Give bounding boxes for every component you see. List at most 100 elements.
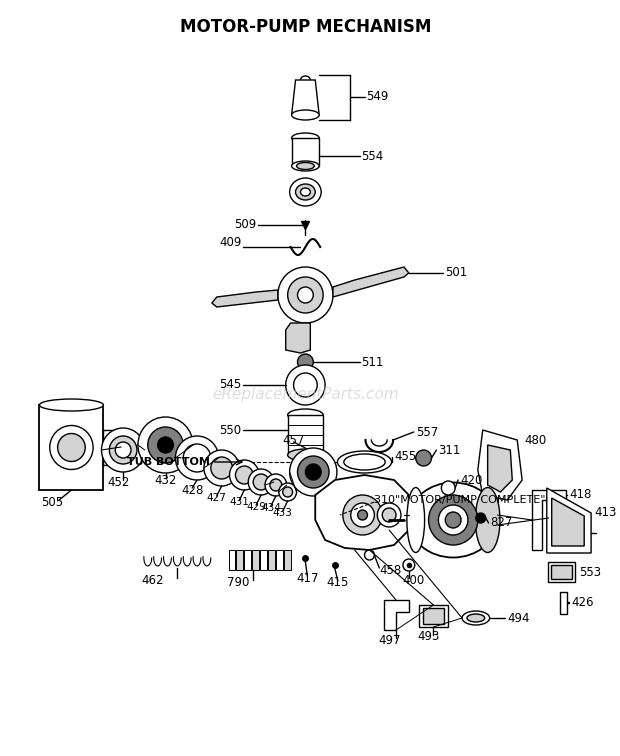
Circle shape [428, 495, 478, 545]
Ellipse shape [288, 449, 323, 461]
Text: 431: 431 [229, 497, 249, 507]
Circle shape [298, 287, 313, 303]
Text: 790: 790 [227, 575, 250, 588]
Bar [291, 138, 319, 166]
Text: 462: 462 [141, 574, 164, 587]
Circle shape [229, 460, 259, 490]
Circle shape [343, 495, 383, 535]
Circle shape [438, 505, 468, 535]
Text: eReplacementParts.com: eReplacementParts.com [212, 388, 399, 402]
Text: 494: 494 [507, 612, 530, 624]
Circle shape [138, 417, 193, 473]
Bar [551, 565, 572, 579]
Ellipse shape [407, 488, 425, 553]
Text: 426: 426 [572, 596, 594, 609]
Bar [40, 405, 104, 490]
Circle shape [283, 487, 293, 497]
Bar [423, 608, 445, 624]
Circle shape [270, 479, 281, 491]
Circle shape [383, 508, 396, 522]
Ellipse shape [291, 110, 319, 120]
Ellipse shape [467, 614, 485, 622]
Text: 417: 417 [296, 572, 319, 584]
Circle shape [148, 427, 184, 463]
Text: 457: 457 [282, 433, 305, 447]
Text: 827: 827 [490, 516, 513, 529]
Circle shape [50, 426, 93, 469]
Bar [344, 485, 385, 513]
Circle shape [294, 373, 317, 397]
Ellipse shape [344, 506, 385, 520]
Polygon shape [488, 445, 512, 492]
Text: 493: 493 [417, 631, 440, 643]
Text: 428: 428 [181, 484, 203, 497]
Text: 433: 433 [273, 508, 293, 518]
Circle shape [184, 444, 211, 472]
Ellipse shape [462, 611, 490, 625]
Polygon shape [291, 80, 319, 115]
Circle shape [416, 450, 432, 466]
Circle shape [445, 512, 461, 528]
Text: 554: 554 [361, 150, 384, 163]
Ellipse shape [296, 163, 314, 169]
Polygon shape [552, 498, 584, 546]
Text: 310"MOTOR/PUMP COMPLETE": 310"MOTOR/PUMP COMPLETE" [374, 495, 546, 505]
Ellipse shape [351, 509, 378, 518]
Ellipse shape [291, 161, 319, 171]
Circle shape [157, 437, 174, 453]
Text: 545: 545 [219, 379, 241, 392]
Text: TUB BOTTOM: TUB BOTTOM [127, 457, 210, 467]
Circle shape [204, 450, 239, 486]
Polygon shape [286, 323, 311, 353]
Text: 409: 409 [219, 236, 241, 249]
Polygon shape [229, 550, 236, 570]
Polygon shape [252, 550, 259, 570]
Text: 557: 557 [416, 426, 438, 438]
Ellipse shape [301, 188, 311, 196]
Bar [104, 430, 121, 465]
Circle shape [248, 469, 274, 495]
Text: 458: 458 [379, 563, 402, 577]
Polygon shape [384, 600, 409, 630]
Circle shape [253, 474, 269, 490]
Polygon shape [212, 290, 278, 307]
Circle shape [211, 457, 232, 479]
Polygon shape [268, 550, 275, 570]
Circle shape [365, 550, 374, 560]
Circle shape [286, 365, 325, 405]
Circle shape [265, 474, 286, 496]
Ellipse shape [288, 409, 323, 421]
Text: 553: 553 [579, 565, 601, 578]
Polygon shape [532, 490, 567, 550]
Text: 550: 550 [219, 423, 241, 436]
Ellipse shape [337, 451, 392, 473]
Bar [418, 605, 448, 627]
Text: 480: 480 [524, 433, 546, 447]
Bar [547, 562, 575, 582]
Circle shape [351, 503, 374, 527]
Circle shape [476, 513, 485, 523]
Ellipse shape [344, 454, 385, 470]
Circle shape [279, 483, 296, 501]
Ellipse shape [409, 482, 497, 557]
Text: 415: 415 [327, 577, 349, 590]
Circle shape [403, 559, 415, 571]
Text: 434: 434 [261, 503, 281, 513]
Circle shape [306, 464, 321, 480]
Text: 420: 420 [460, 473, 482, 487]
Polygon shape [244, 550, 251, 570]
Ellipse shape [296, 184, 315, 200]
Circle shape [441, 481, 455, 495]
Polygon shape [333, 267, 409, 297]
Ellipse shape [291, 133, 319, 143]
Circle shape [236, 466, 253, 484]
Text: 429: 429 [246, 502, 266, 512]
Circle shape [175, 436, 219, 480]
Circle shape [290, 448, 337, 496]
Ellipse shape [290, 178, 321, 206]
Text: MOTOR-PUMP MECHANISM: MOTOR-PUMP MECHANISM [180, 18, 431, 36]
Text: 549: 549 [366, 91, 389, 104]
Polygon shape [284, 550, 291, 570]
Circle shape [102, 428, 145, 472]
Circle shape [298, 456, 329, 488]
